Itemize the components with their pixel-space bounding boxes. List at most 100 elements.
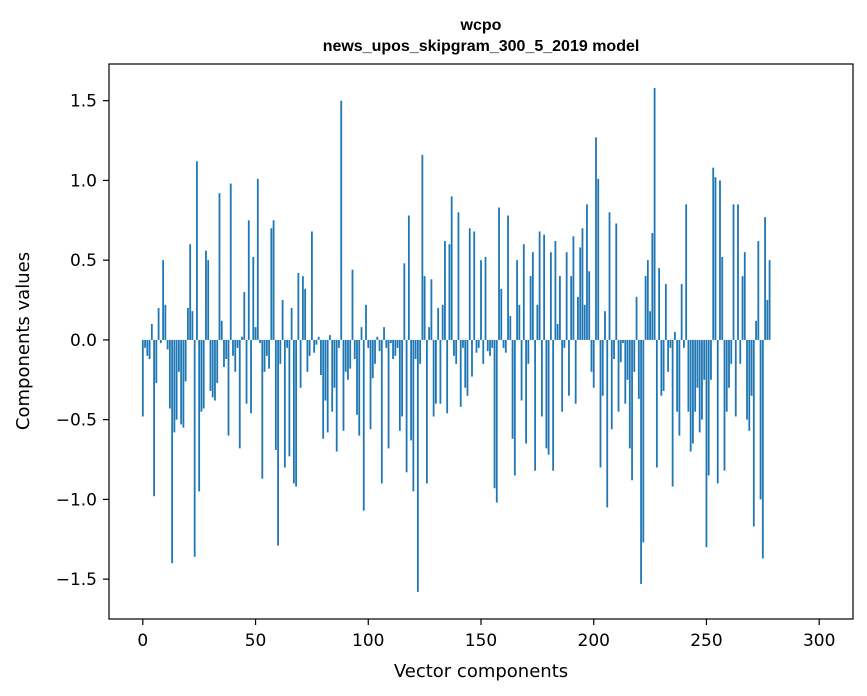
x-tick-label: 200 xyxy=(578,631,610,651)
bar xyxy=(423,276,426,340)
bar xyxy=(707,339,710,476)
bar xyxy=(473,231,476,340)
bar xyxy=(419,339,422,364)
bar xyxy=(619,339,622,363)
bar xyxy=(667,339,670,372)
bar xyxy=(378,339,381,352)
bar xyxy=(288,339,291,457)
plot-frame xyxy=(108,63,854,620)
bar xyxy=(489,339,491,356)
bar xyxy=(211,339,214,398)
bar xyxy=(416,339,419,592)
bar xyxy=(563,339,566,348)
bar xyxy=(712,167,715,340)
bar xyxy=(608,212,611,340)
bar xyxy=(326,339,329,433)
bar xyxy=(180,339,183,425)
bar xyxy=(678,339,681,436)
x-tick-label: 50 xyxy=(245,631,267,651)
bar xyxy=(655,339,658,468)
bar xyxy=(371,339,374,379)
bar xyxy=(412,339,415,492)
bar xyxy=(721,256,724,340)
bar xyxy=(387,339,390,449)
bar xyxy=(552,339,555,471)
bar xyxy=(617,339,620,412)
bar xyxy=(615,223,618,340)
bar xyxy=(159,339,162,344)
bar xyxy=(200,339,203,412)
bar xyxy=(495,339,498,503)
bar xyxy=(509,315,512,340)
bar xyxy=(153,339,155,497)
bar xyxy=(628,339,631,449)
bar xyxy=(540,339,543,417)
bar xyxy=(529,276,532,340)
bar xyxy=(660,339,663,396)
bar xyxy=(599,339,602,468)
bar xyxy=(597,178,600,340)
bar xyxy=(365,304,367,340)
bar xyxy=(301,276,304,340)
bar xyxy=(362,339,365,511)
bar xyxy=(716,339,719,484)
bar xyxy=(356,339,358,415)
bar xyxy=(601,339,604,396)
x-tick-label: 150 xyxy=(465,631,497,651)
bar xyxy=(446,339,449,414)
bar xyxy=(631,339,633,481)
x-tick-label: 300 xyxy=(803,631,835,651)
bar xyxy=(752,339,755,527)
bar xyxy=(457,212,460,340)
bar xyxy=(338,339,340,348)
bar xyxy=(333,339,336,388)
bar xyxy=(543,234,546,340)
bar xyxy=(730,339,733,364)
bar xyxy=(407,215,410,340)
bar xyxy=(516,260,518,340)
y-tick-label: −1.5 xyxy=(56,570,97,590)
bar xyxy=(428,327,431,340)
bar xyxy=(520,339,523,401)
bar xyxy=(344,339,347,372)
bar xyxy=(245,339,248,404)
bar xyxy=(421,154,424,340)
bar xyxy=(353,339,356,360)
y-tick-label: −1.0 xyxy=(56,490,97,510)
bar xyxy=(518,304,521,340)
bar xyxy=(229,183,232,340)
bar xyxy=(613,339,615,360)
bar xyxy=(759,339,762,500)
bar xyxy=(225,339,228,360)
bar xyxy=(694,339,697,412)
bar xyxy=(635,296,638,340)
bar xyxy=(493,339,496,489)
bar xyxy=(205,250,207,340)
bar xyxy=(227,339,230,436)
bar xyxy=(477,339,480,348)
bar xyxy=(595,137,597,340)
bar xyxy=(196,161,198,340)
bar xyxy=(193,339,196,557)
bar xyxy=(306,339,309,372)
bar xyxy=(750,339,753,396)
bar xyxy=(577,296,579,340)
bar xyxy=(380,339,383,484)
bar xyxy=(728,339,730,388)
bar xyxy=(768,260,771,340)
bar xyxy=(658,268,661,340)
bar xyxy=(376,336,379,340)
bar xyxy=(734,339,737,417)
bar xyxy=(315,339,318,345)
bar xyxy=(401,339,403,417)
bar xyxy=(270,228,273,340)
bar xyxy=(171,339,174,564)
bar xyxy=(218,193,221,340)
bar xyxy=(468,228,471,340)
bar xyxy=(559,276,561,340)
bar xyxy=(626,339,629,380)
bar xyxy=(277,339,279,546)
bar xyxy=(351,269,354,340)
bar xyxy=(725,339,728,412)
